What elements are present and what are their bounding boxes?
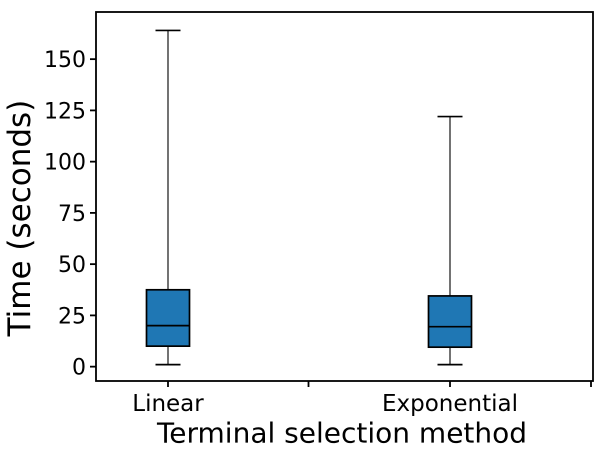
box-exponential [427, 295, 473, 349]
y-tick-label: 75 [58, 202, 86, 227]
axes-frame [95, 11, 594, 382]
y-tick-label: 0 [72, 356, 86, 381]
box-linear [145, 288, 191, 347]
y-tick-label: 50 [58, 253, 86, 278]
x-tick-label: Exponential [382, 391, 518, 417]
y-tick-label: 150 [44, 48, 86, 73]
y-tick-label: 25 [58, 304, 86, 329]
y-tick-label: 100 [44, 151, 86, 176]
y-tick-label: 125 [44, 99, 86, 124]
x-tick-label: Linear [132, 391, 204, 417]
